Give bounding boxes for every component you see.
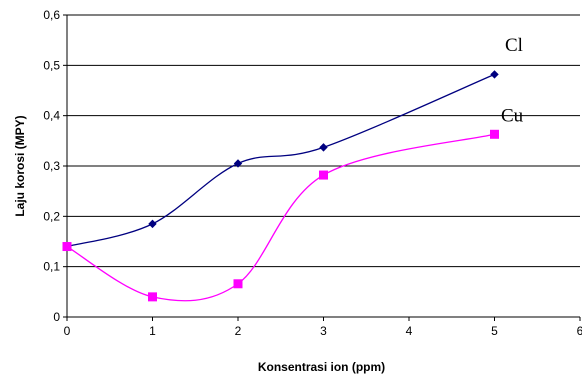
gridlines bbox=[67, 14, 580, 268]
x-tick-label: 5 bbox=[491, 324, 498, 338]
data-point-cl bbox=[148, 219, 157, 229]
y-tick-label: 0,6 bbox=[43, 8, 60, 22]
data-point-cu bbox=[233, 279, 243, 289]
series-layer bbox=[62, 70, 499, 302]
axes bbox=[63, 14, 581, 321]
data-point-cu bbox=[62, 242, 72, 252]
data-point-cu bbox=[148, 292, 157, 302]
data-point-cu bbox=[319, 170, 328, 180]
y-tick-label: 0,4 bbox=[43, 109, 60, 123]
x-axis-title: Konsentrasi ion (ppm) bbox=[258, 360, 385, 374]
series-label-cu: Cu bbox=[501, 106, 524, 127]
x-tick-label: 1 bbox=[149, 324, 156, 338]
y-axis-title: Laju korosi (MPY) bbox=[13, 115, 27, 216]
data-point-cl bbox=[490, 70, 499, 79]
y-tick-label: 0 bbox=[53, 310, 60, 324]
tick-labels: 0 0,1 0,2 0,3 0,4 0,5 0,6 0 1 2 3 4 5 6 bbox=[43, 8, 582, 338]
data-point-cl bbox=[233, 159, 243, 168]
series-label-cl: Cl bbox=[505, 35, 523, 56]
data-point-cu bbox=[490, 129, 499, 139]
y-tick-label: 0,1 bbox=[43, 260, 60, 274]
x-tick-label: 3 bbox=[320, 324, 327, 338]
y-tick-label: 0,5 bbox=[43, 58, 60, 72]
y-tick-label: 0,3 bbox=[43, 159, 60, 173]
data-point-cl bbox=[319, 143, 328, 152]
y-tick-label: 0,2 bbox=[43, 209, 60, 223]
x-tick-label: 6 bbox=[577, 324, 582, 338]
series-line-cl bbox=[66, 73, 495, 248]
series-line-cu bbox=[66, 133, 495, 302]
x-tick-label: 0 bbox=[64, 324, 71, 338]
x-tick-label: 2 bbox=[235, 324, 242, 338]
x-tick-label: 4 bbox=[406, 324, 413, 338]
